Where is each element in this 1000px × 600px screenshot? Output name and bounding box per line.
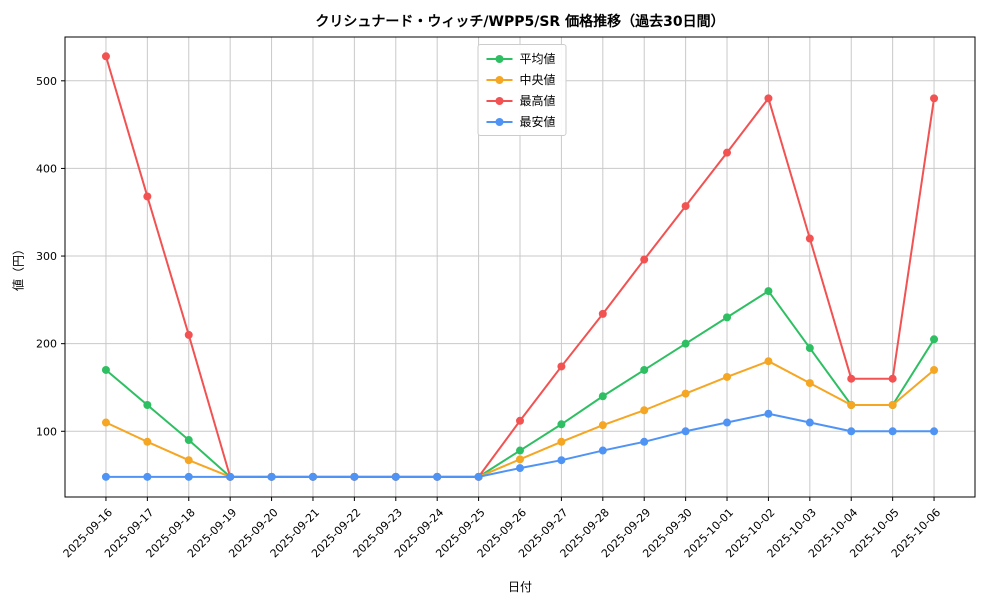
data-point-median <box>557 437 566 446</box>
data-point-min <box>143 472 152 481</box>
data-point-min <box>350 472 359 481</box>
data-point-average <box>930 335 939 344</box>
data-point-min <box>557 456 566 465</box>
data-point-min <box>391 472 400 481</box>
data-point-average <box>101 365 110 374</box>
data-point-average <box>557 420 566 429</box>
series-min <box>101 409 939 481</box>
data-point-max <box>598 309 607 318</box>
legend-marker-average <box>486 54 513 63</box>
data-point-max <box>723 148 732 157</box>
data-point-min <box>184 472 193 481</box>
y-axis: 100 200 300 400 500 <box>36 75 65 438</box>
data-point-max <box>143 192 152 201</box>
legend-label-max: 最高値 <box>519 94 556 108</box>
data-point-max <box>805 234 814 243</box>
data-point-average <box>598 392 607 401</box>
legend-marker-median <box>486 75 513 84</box>
legend-dot-median <box>495 75 504 84</box>
data-point-average <box>723 313 732 322</box>
y-tick-label: 300 <box>36 250 57 263</box>
data-point-min <box>598 446 607 455</box>
legend-label-min: 最安値 <box>519 115 556 129</box>
data-point-max <box>557 362 566 371</box>
legend: 平均値中央値最高値最安値 <box>477 44 567 136</box>
y-tick-label: 200 <box>36 338 57 351</box>
data-point-average <box>184 436 193 445</box>
data-point-min <box>847 427 856 436</box>
data-point-average <box>681 339 690 348</box>
data-point-min <box>516 464 524 473</box>
legend-marker-max <box>486 96 513 105</box>
legend-item-median: 中央値 <box>486 71 556 88</box>
legend-item-min: 最安値 <box>486 113 556 130</box>
data-point-min <box>930 427 939 436</box>
data-point-max <box>888 374 897 383</box>
data-point-median <box>930 365 939 374</box>
data-point-median <box>516 455 524 464</box>
y-tick-label: 500 <box>36 75 57 88</box>
grid <box>65 37 975 497</box>
data-point-max <box>930 94 939 103</box>
legend-dot-average <box>495 54 504 63</box>
legend-label-median: 中央値 <box>519 73 556 87</box>
y-tick-label: 100 <box>36 425 57 438</box>
legend-item-average: 平均値 <box>486 50 556 67</box>
data-point-median <box>143 437 152 446</box>
data-point-max <box>764 94 773 103</box>
legend-dot-max <box>495 96 504 105</box>
legend-dot-min <box>495 117 504 126</box>
legend-item-max: 最高値 <box>486 92 556 109</box>
data-point-median <box>847 401 856 409</box>
chart-title: クリシュナード・ウィッチ/WPP5/SR 価格推移（過去30日間） <box>315 14 725 30</box>
data-point-min <box>640 437 649 446</box>
data-point-average <box>805 344 814 353</box>
data-point-average <box>764 287 773 296</box>
y-tick-label: 400 <box>36 162 57 175</box>
data-point-median <box>101 418 110 427</box>
data-point-min <box>433 472 442 481</box>
legend-label-average: 平均値 <box>519 52 556 66</box>
data-point-max <box>101 52 110 61</box>
data-point-average <box>640 365 649 374</box>
data-point-median <box>805 379 814 388</box>
legend-marker-min <box>486 117 513 126</box>
data-point-average <box>516 446 524 455</box>
data-point-min <box>764 409 773 418</box>
data-point-max <box>516 416 524 425</box>
data-point-max <box>184 330 193 339</box>
x-axis: 2025-09-162025-09-172025-09-182025-09-19… <box>61 497 943 560</box>
data-point-median <box>764 357 773 366</box>
data-point-median <box>888 401 897 409</box>
data-point-min <box>101 472 110 481</box>
data-point-max <box>847 374 856 383</box>
x-axis-label: 日付 <box>507 580 532 594</box>
data-point-min <box>888 427 897 436</box>
data-point-min <box>723 418 732 427</box>
data-point-min <box>267 472 276 481</box>
data-point-median <box>598 421 607 430</box>
data-point-max <box>640 255 649 264</box>
data-point-max <box>681 202 690 211</box>
data-point-average <box>143 401 152 409</box>
data-point-min <box>681 427 690 436</box>
data-point-median <box>184 456 193 465</box>
data-point-min <box>226 472 235 481</box>
data-point-median <box>681 389 690 398</box>
data-point-median <box>640 406 649 415</box>
data-point-min <box>308 472 317 481</box>
data-point-min <box>474 472 483 481</box>
data-point-median <box>723 372 732 381</box>
data-point-min <box>805 418 814 427</box>
